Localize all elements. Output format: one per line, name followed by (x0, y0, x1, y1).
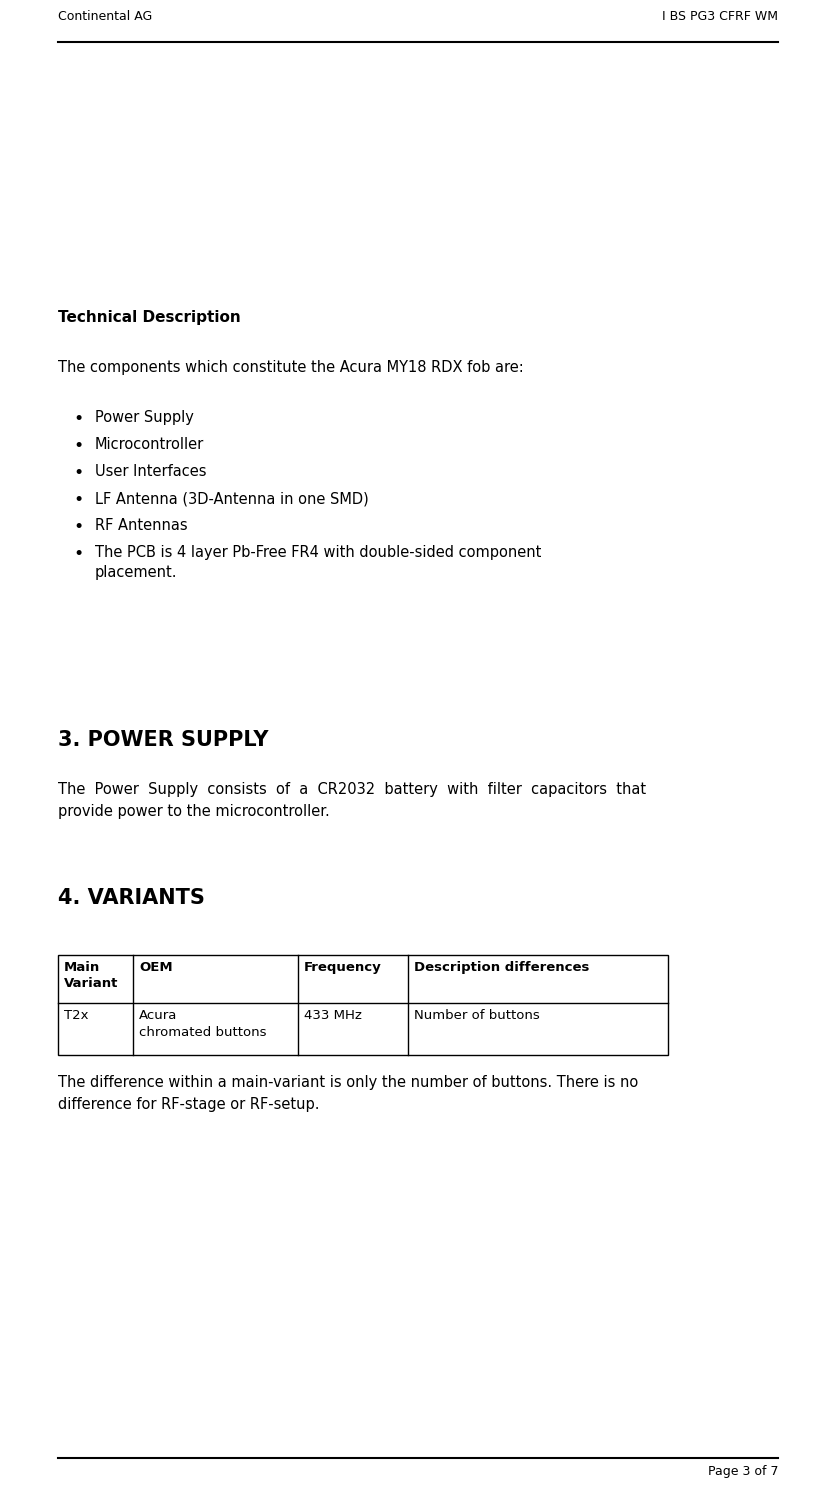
Text: •: • (73, 519, 83, 537)
Text: Microcontroller: Microcontroller (95, 437, 204, 452)
Text: RF Antennas: RF Antennas (95, 519, 187, 534)
Text: Technical Description: Technical Description (58, 310, 241, 325)
Text: The difference within a main-variant is only the number of buttons. There is no
: The difference within a main-variant is … (58, 1075, 638, 1112)
Text: •: • (73, 464, 83, 482)
Text: •: • (73, 491, 83, 510)
Text: •: • (73, 410, 83, 428)
Text: Continental AG: Continental AG (58, 11, 152, 23)
Text: Power Supply: Power Supply (95, 410, 194, 425)
Text: •: • (73, 437, 83, 455)
Text: OEM: OEM (139, 960, 172, 974)
Text: 3. POWER SUPPLY: 3. POWER SUPPLY (58, 730, 268, 750)
Text: Frequency: Frequency (304, 960, 382, 974)
Text: Description differences: Description differences (414, 960, 589, 974)
Text: User Interfaces: User Interfaces (95, 464, 206, 479)
Text: LF Antenna (3D-Antenna in one SMD): LF Antenna (3D-Antenna in one SMD) (95, 491, 369, 507)
Text: The components which constitute the Acura MY18 RDX fob are:: The components which constitute the Acur… (58, 361, 523, 376)
Text: Number of buttons: Number of buttons (414, 1009, 540, 1022)
Text: Acura
chromated buttons: Acura chromated buttons (139, 1009, 267, 1039)
Text: The  Power  Supply  consists  of  a  CR2032  battery  with  filter  capacitors  : The Power Supply consists of a CR2032 ba… (58, 782, 646, 819)
Text: The PCB is 4 layer Pb-Free FR4 with double-sided component
placement.: The PCB is 4 layer Pb-Free FR4 with doub… (95, 546, 542, 580)
Text: Main
Variant: Main Variant (64, 960, 119, 990)
Text: Page 3 of 7: Page 3 of 7 (707, 1465, 778, 1477)
Text: T2x: T2x (64, 1009, 89, 1022)
Bar (58, 954, 668, 1055)
Text: 4. VARIANTS: 4. VARIANTS (58, 888, 205, 908)
Text: •: • (73, 546, 83, 564)
Text: I BS PG3 CFRF WM: I BS PG3 CFRF WM (662, 11, 778, 23)
Text: 433 MHz: 433 MHz (304, 1009, 362, 1022)
